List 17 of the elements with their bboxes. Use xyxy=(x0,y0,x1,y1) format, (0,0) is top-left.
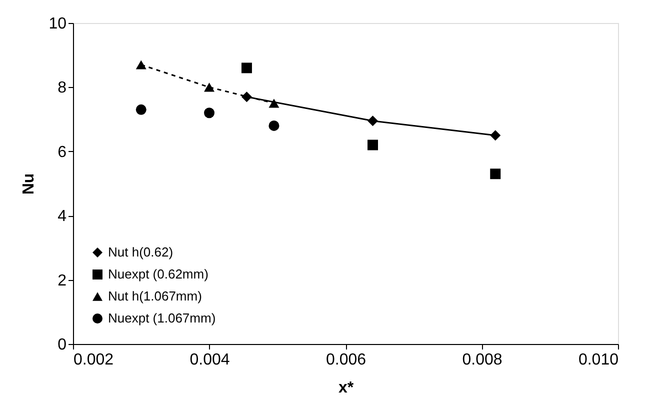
x-tick-label: 0.006 xyxy=(326,352,366,368)
y-tick-label: 2 xyxy=(58,272,67,290)
y-tick-label: 10 xyxy=(48,16,67,32)
y-axis-title: Nu xyxy=(20,173,38,195)
x-axis-title: x* xyxy=(338,380,354,396)
legend-label: Nuexpt (0.62mm) xyxy=(108,266,208,282)
legend-label: Nut h(1.067mm) xyxy=(108,288,202,304)
legend-label: Nuexpt (1.067mm) xyxy=(108,310,216,326)
x-tick-label: 0.008 xyxy=(462,352,502,368)
y-tick-label: 8 xyxy=(58,80,67,97)
x-tick-label: 0.010 xyxy=(578,352,619,368)
y-tick-label: 4 xyxy=(58,208,67,226)
y-tick-label: 6 xyxy=(58,144,67,161)
y-tick-label: 0 xyxy=(58,336,67,354)
x-tick-label: 0.002 xyxy=(74,352,114,368)
x-tick-label: 0.004 xyxy=(190,352,230,368)
legend-label: Nut h(0.62) xyxy=(108,244,174,260)
